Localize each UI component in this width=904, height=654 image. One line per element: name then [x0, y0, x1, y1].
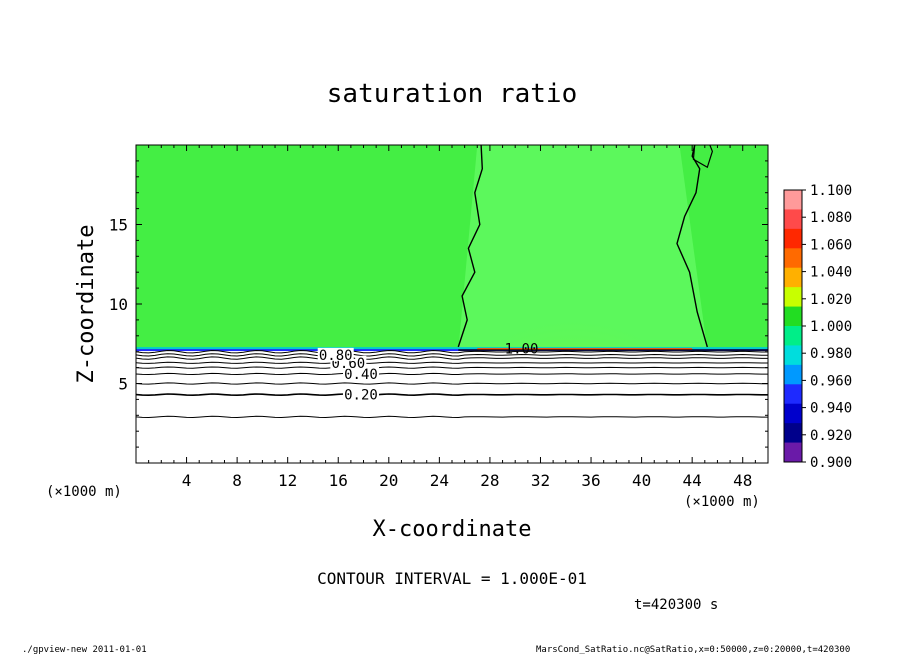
plot-area: 0.200.400.600.80 1.00 [136, 145, 768, 463]
colorbar-segment [784, 306, 802, 327]
x-tick-label: 16 [329, 471, 348, 490]
colorbar-segment [784, 248, 802, 269]
colorbar-label: 1.020 [810, 292, 852, 308]
field-cyan-band [136, 347, 768, 350]
contour-label-bg [342, 366, 379, 380]
contour-loop [692, 145, 714, 169]
colorbar-segment [784, 267, 802, 288]
colorbar-label: 0.900 [810, 455, 852, 471]
contour-label-1.00: 1.00 [505, 342, 539, 358]
colorbar: 1.100 1.080 1.060 1.040 1.020 1.000 0.980 0.960… [783, 183, 852, 471]
footer-right: MarsCond_SatRatio.nc@SatRatio,x=0:50000,… [536, 645, 850, 654]
colorbar-label: 0.940 [810, 401, 852, 417]
colorbar-label: 1.100 [810, 183, 852, 199]
x-tick-label: 48 [733, 471, 752, 490]
contour-label-0.40: 0.40 [344, 367, 378, 383]
colorbar-label: 1.060 [810, 237, 852, 253]
contour-line [136, 356, 768, 360]
contour-interval: CONTOUR INTERVAL = 1.000E-01 [317, 569, 587, 588]
x-tick-label: 44 [683, 471, 702, 490]
colorbar-segment [784, 326, 802, 346]
footer-left: ./gpview-new 2011-01-01 [22, 645, 147, 654]
x-tick-label: 12 [278, 471, 297, 490]
colorbar-segment [784, 364, 802, 385]
contour-line [136, 366, 768, 369]
contour-line [136, 349, 768, 354]
colorbar-segment [784, 190, 802, 210]
y-tick-label: 5 [118, 375, 128, 394]
colorbar-label: 1.000 [810, 319, 852, 335]
colorbar-segment [784, 384, 802, 405]
colorbar-segment [784, 287, 802, 308]
x-tick-label: 4 [182, 471, 192, 490]
x-tick-label: 32 [531, 471, 550, 490]
field-red-band [477, 348, 693, 351]
contour-line [136, 382, 768, 385]
x-tick-label: 8 [232, 471, 242, 490]
x-axis-label: X-coordinate [373, 517, 532, 542]
contour-label-0.20: 0.20 [344, 388, 378, 404]
y-tick-label: 15 [109, 216, 128, 235]
contour-line [136, 353, 768, 357]
colorbar-segment [784, 423, 802, 444]
contour-1.00-left [457, 145, 484, 348]
contour-line [136, 361, 768, 364]
x-tick-label: 20 [379, 471, 398, 490]
colorbar-label: 0.980 [810, 346, 852, 362]
x-tick-label: 24 [430, 471, 449, 490]
x-tick-label: 36 [581, 471, 600, 490]
colorbar-segment [784, 345, 802, 366]
colorbar-segment [784, 403, 802, 424]
x-tick-label: 40 [632, 471, 651, 490]
contour-label-bg [342, 387, 379, 401]
contour-line [136, 393, 768, 397]
contour-label-0.80: 0.80 [319, 348, 353, 364]
colorbar-label: 0.920 [810, 428, 852, 444]
y-tick-label: 10 [109, 295, 128, 314]
colorbar-segment [784, 209, 802, 230]
y-axis-label: Z-coordinate [74, 225, 99, 384]
colorbar-segment [784, 442, 802, 463]
x-unit-left: (×1000 m) [46, 484, 122, 500]
field-blue-band [136, 349, 768, 352]
colorbar-label: 1.080 [810, 210, 852, 226]
contour-line [136, 372, 768, 376]
colorbar-segment [784, 228, 802, 249]
time-label: t=420300 s [634, 597, 718, 613]
colorbar-label: 1.040 [810, 265, 852, 281]
colorbar-label: 0.960 [810, 373, 852, 389]
contour-label-bg [317, 347, 354, 361]
x-unit-right: (×1000 m) [684, 494, 760, 510]
contour-line [136, 415, 768, 419]
field-below-cloud [136, 351, 768, 463]
x-tick-label: 28 [480, 471, 499, 490]
chart-title: saturation ratio [327, 79, 577, 109]
